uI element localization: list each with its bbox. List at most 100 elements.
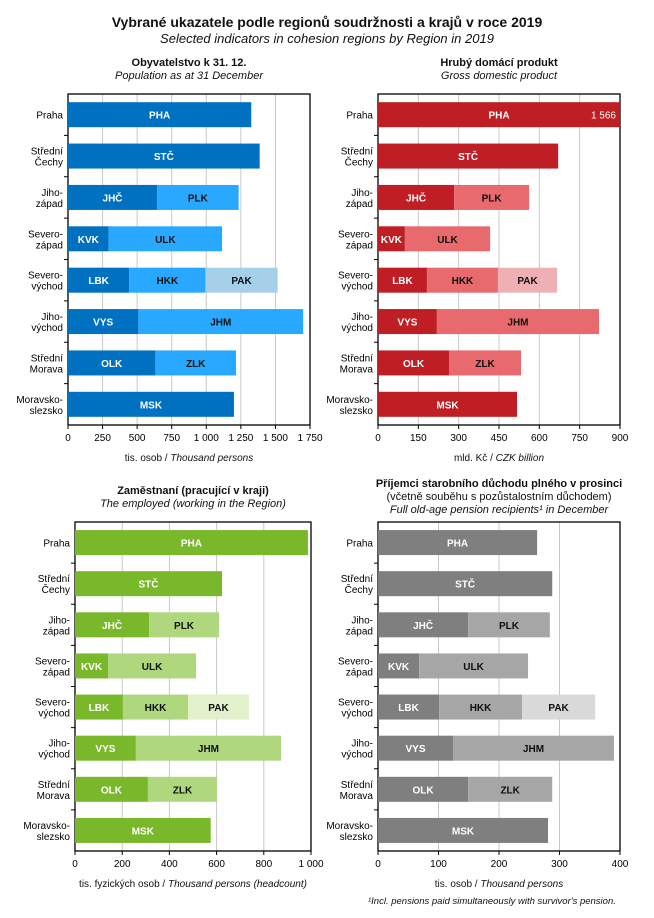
chart-title-en: Gross domestic product xyxy=(440,70,558,82)
x-tick-label: 400 xyxy=(161,859,178,870)
row-label: Jiho- xyxy=(41,312,63,323)
bar-kvk xyxy=(75,653,109,679)
bar-vys xyxy=(378,735,454,761)
bar-label: VYS xyxy=(397,318,417,329)
bar-label: ZLK xyxy=(186,359,206,370)
bar-olk xyxy=(378,350,449,376)
bar-label: PAK xyxy=(517,276,538,287)
bar-plk xyxy=(149,612,219,638)
main-subtitle: Selected indicators in cohesion regions … xyxy=(160,31,494,46)
bar-label: PHA xyxy=(488,111,509,122)
row-label: západ xyxy=(346,626,373,637)
bar-pha xyxy=(378,102,620,128)
bar-olk xyxy=(378,776,469,802)
bar-label: STČ xyxy=(139,578,159,591)
row-label: Střední xyxy=(341,574,373,585)
row-label: východ xyxy=(31,282,63,293)
bar-label: HKK xyxy=(470,703,492,714)
bar-ulk xyxy=(108,653,197,679)
bar-pak xyxy=(188,694,249,720)
bar-label: JHČ xyxy=(406,191,426,204)
bar-olk xyxy=(68,350,156,376)
bar-label: MSK xyxy=(436,400,459,411)
x-tick-label: 750 xyxy=(571,433,588,444)
row-label: Praha xyxy=(346,539,373,550)
bar-msk xyxy=(378,391,518,417)
x-tick-label: 0 xyxy=(65,433,71,444)
row-label: Jiho- xyxy=(41,188,63,199)
chart-title-en: Full old-age pension recipients¹ in Dece… xyxy=(389,504,609,516)
bar-jhm xyxy=(436,309,600,335)
bar-msk xyxy=(378,817,549,843)
row-label: Jiho- xyxy=(48,615,70,626)
bar-jhm xyxy=(453,735,614,761)
row-label: východ xyxy=(38,709,70,720)
row-label: Čechy xyxy=(345,583,373,596)
bar-msk xyxy=(75,817,211,843)
row-label: Severo- xyxy=(338,229,373,240)
bar-jhm xyxy=(135,735,282,761)
main-title: Vybrané ukazatele podle regionů soudržno… xyxy=(111,14,543,30)
bar-label: ULK xyxy=(155,235,176,246)
bar-plk xyxy=(157,184,239,210)
bar-label: PHA xyxy=(447,539,468,550)
row-label: Střední xyxy=(341,147,373,158)
x-tick-label: 300 xyxy=(450,433,467,444)
bar-zlk xyxy=(448,350,522,376)
bar-plk xyxy=(454,184,530,210)
bar-label: JHČ xyxy=(413,619,433,632)
row-label: západ xyxy=(346,199,373,210)
x-tick-label: 0 xyxy=(375,433,381,444)
x-tick-label: 1 250 xyxy=(228,433,253,444)
bar-label: MSK xyxy=(452,826,475,837)
bar-label: PAK xyxy=(548,703,569,714)
row-label: Moravsko- xyxy=(16,395,63,406)
chart-title: Příjemci starobního důchodu plného v pro… xyxy=(338,478,654,517)
bar-pha xyxy=(378,530,538,556)
row-label: západ xyxy=(36,199,63,210)
bar-label: PLK xyxy=(499,621,520,632)
row-label: Morava xyxy=(340,791,374,802)
bar-pha xyxy=(75,530,308,556)
bar-label: PHA xyxy=(181,539,202,550)
x-tick-label: 1 500 xyxy=(263,433,288,444)
row-label: Střední xyxy=(341,353,373,364)
bar-label: HKK xyxy=(452,276,474,287)
bar-label: OLK xyxy=(403,359,425,370)
bar-label: LBK xyxy=(398,703,419,714)
bar-jhč xyxy=(378,612,469,638)
overflow-value-label: 1 566 xyxy=(591,111,616,122)
row-label: západ xyxy=(43,667,70,678)
x-tick-label: 800 xyxy=(255,859,272,870)
bar-jhč xyxy=(378,184,455,210)
bar-label: PHA xyxy=(149,111,170,122)
x-tick-label: 900 xyxy=(612,433,629,444)
row-label: Čechy xyxy=(42,583,70,596)
row-label: Střední xyxy=(38,574,70,585)
bar-label: JHČ xyxy=(102,619,122,632)
row-label: Severo- xyxy=(28,271,63,282)
x-tick-label: 200 xyxy=(114,859,131,870)
chart-title: Hrubý domácí produkt Gross domestic produ… xyxy=(338,57,654,83)
row-label: slezsko xyxy=(30,406,64,417)
chart-title-cz: Příjemci starobního důchodu plného v pro… xyxy=(375,478,623,490)
x-axis-label: tis. fyzických osob / Thousand persons (… xyxy=(79,879,307,890)
bar-plk xyxy=(468,612,550,638)
bar-label: LBK xyxy=(392,276,413,287)
bar-kvk xyxy=(378,653,420,679)
row-label: východ xyxy=(341,282,373,293)
bar-ulk xyxy=(108,226,223,252)
chart-title-en: The employed (working in the Region) xyxy=(100,498,286,510)
bar-label: KVK xyxy=(388,662,410,673)
bar-stč xyxy=(378,143,559,169)
bar-label: KVK xyxy=(381,235,403,246)
row-label: Severo- xyxy=(338,271,373,282)
bar-zlk xyxy=(155,350,237,376)
footnote: ¹Incl. pensions paid simultaneously with… xyxy=(368,896,616,907)
bar-label: MSK xyxy=(140,400,163,411)
bar-label: VYS xyxy=(93,318,113,329)
row-label: východ xyxy=(341,709,373,720)
